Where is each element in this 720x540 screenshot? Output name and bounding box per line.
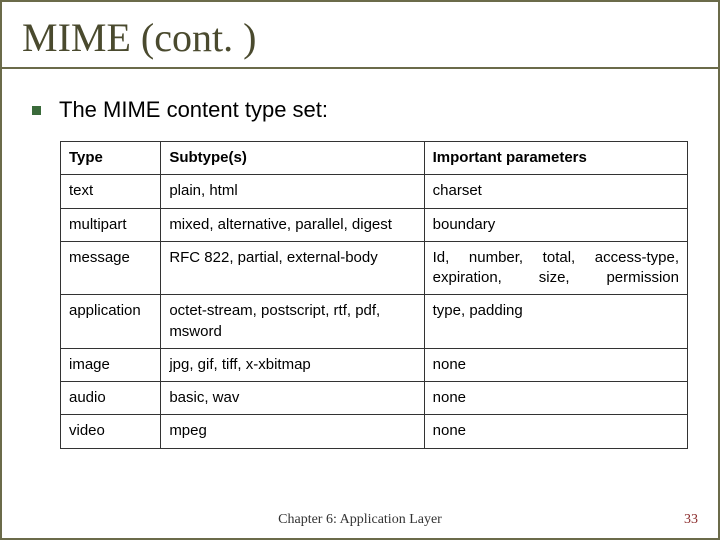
cell-type: application [61, 295, 161, 349]
cell-subtype: mpeg [161, 415, 424, 448]
table-row: audiobasic, wavnone [61, 382, 688, 415]
cell-type: multipart [61, 208, 161, 241]
cell-type: text [61, 175, 161, 208]
table-row: multipartmixed, alternative, parallel, d… [61, 208, 688, 241]
slide-title: MIME (cont. ) [22, 14, 698, 61]
cell-params: charset [424, 175, 687, 208]
mime-table-wrap: Type Subtype(s) Important parameters tex… [60, 141, 688, 449]
mime-table: Type Subtype(s) Important parameters tex… [60, 141, 688, 449]
slide-frame: MIME (cont. ) The MIME content type set:… [0, 0, 720, 540]
square-bullet-icon [32, 106, 41, 115]
bullet-text: The MIME content type set: [59, 97, 328, 123]
cell-subtype: RFC 822, partial, external-body [161, 241, 424, 295]
cell-subtype: jpg, gif, tiff, x-xbitmap [161, 348, 424, 381]
cell-params: boundary [424, 208, 687, 241]
cell-subtype: basic, wav [161, 382, 424, 415]
cell-type: image [61, 348, 161, 381]
table-row: videompegnone [61, 415, 688, 448]
cell-subtype: plain, html [161, 175, 424, 208]
cell-subtype: octet-stream, postscript, rtf, pdf, mswo… [161, 295, 424, 349]
cell-params: type, padding [424, 295, 687, 349]
title-underline [2, 67, 718, 69]
cell-params: none [424, 348, 687, 381]
page-number: 33 [684, 512, 698, 528]
col-header-params: Important parameters [424, 142, 687, 175]
bullet-item: The MIME content type set: [32, 97, 698, 123]
cell-params: Id, number, total, access-type, expirati… [424, 241, 687, 295]
table-row: messageRFC 822, partial, external-bodyId… [61, 241, 688, 295]
cell-type: video [61, 415, 161, 448]
table-row: imagejpg, gif, tiff, x-xbitmapnone [61, 348, 688, 381]
cell-type: message [61, 241, 161, 295]
table-row: applicationoctet-stream, postscript, rtf… [61, 295, 688, 349]
cell-params: none [424, 382, 687, 415]
footer-text: Chapter 6: Application Layer [2, 512, 718, 528]
table-row: textplain, htmlcharset [61, 175, 688, 208]
cell-params: none [424, 415, 687, 448]
cell-type: audio [61, 382, 161, 415]
col-header-subtype: Subtype(s) [161, 142, 424, 175]
cell-subtype: mixed, alternative, parallel, digest [161, 208, 424, 241]
col-header-type: Type [61, 142, 161, 175]
table-header-row: Type Subtype(s) Important parameters [61, 142, 688, 175]
